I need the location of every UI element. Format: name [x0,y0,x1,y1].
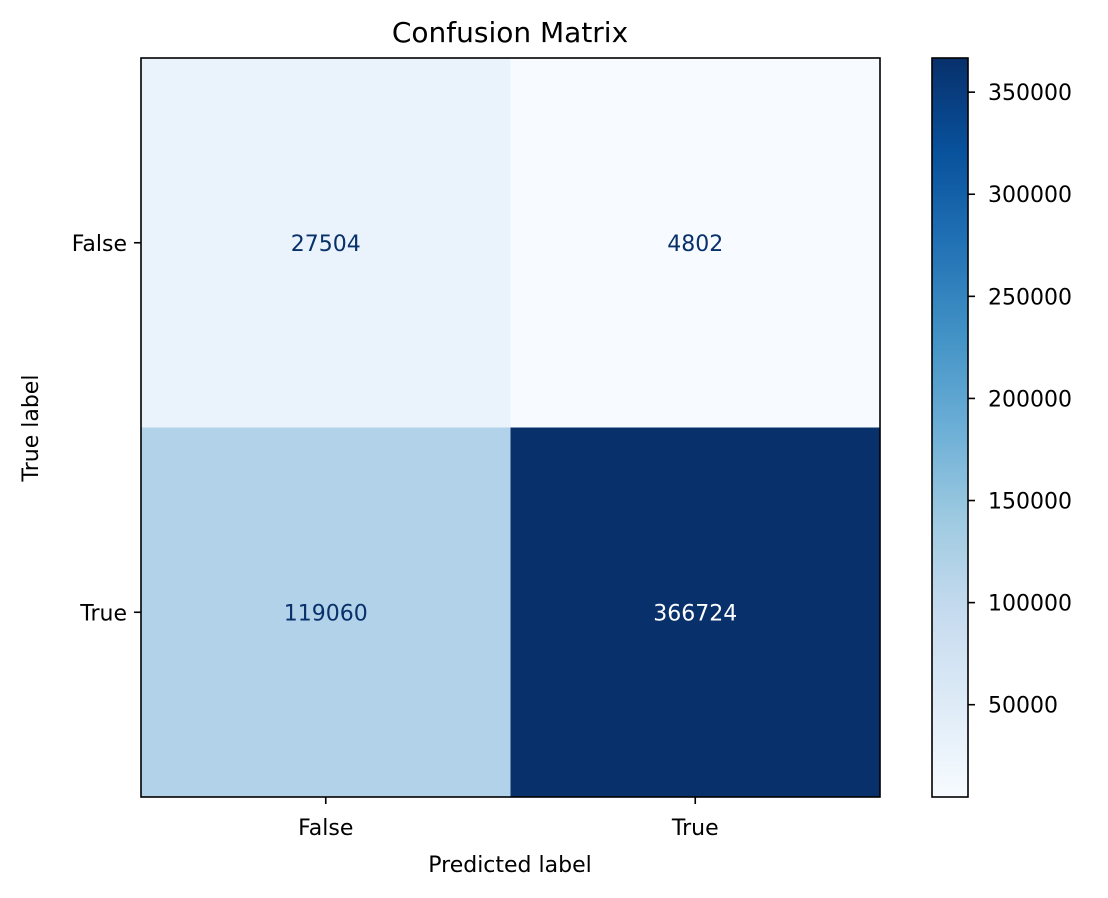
colorbar-tick-label-2: 150000 [988,490,1072,515]
matrix-cell-0-0 [141,58,511,428]
matrix-cell-0-1 [510,58,881,428]
x-axis-label: Predicted label [428,853,591,878]
cell-value-1-1: 366724 [653,601,737,626]
colorbar-tick-label-0: 50000 [988,694,1058,719]
colorbar-tick-label-6: 350000 [988,81,1072,106]
matrix-cells [141,58,881,798]
matrix-cell-1-1 [510,427,881,798]
y-axis-label: True label [19,375,44,483]
colorbar-ticks: 50000 100000 150000 200000 250000 300000 35000… [968,81,1072,719]
colorbar-tick-label-3: 200000 [988,387,1072,412]
cell-value-1-0: 119060 [284,601,368,626]
matrix-cell-1-0 [141,427,511,798]
colorbar-tick-label-1: 100000 [988,592,1072,617]
colorbar [931,57,969,798]
plot-frame [140,57,881,798]
cell-value-0-0: 27504 [291,232,361,257]
x-axis-ticks: False True [298,797,719,841]
x-tick-label-0: False [298,816,353,841]
colorbar-tick-label-5: 300000 [988,183,1072,208]
colorbar-tick-label-4: 250000 [988,285,1072,310]
y-tick-label-0: False [72,232,127,257]
chart-title: Confusion Matrix [392,16,628,49]
matrix-cell-labels: 27504 4802 119060 366724 [284,232,737,627]
cell-value-0-1: 4802 [667,232,723,257]
y-axis-ticks: False True [72,232,141,626]
y-tick-label-1: True [79,601,127,626]
x-tick-label-1: True [671,816,719,841]
